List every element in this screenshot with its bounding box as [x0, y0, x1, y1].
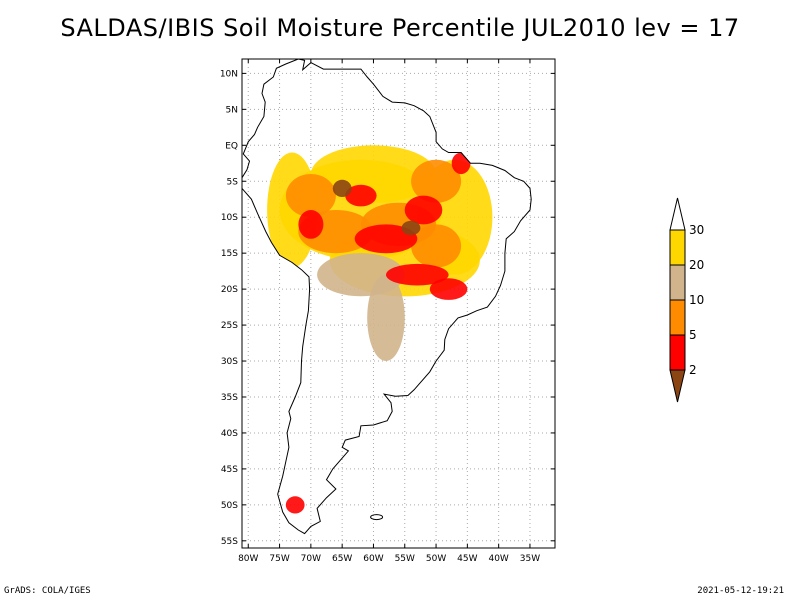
lon-tick-label: 40W	[488, 554, 508, 564]
legend-bin	[669, 264, 686, 301]
axis-ticks: 10N 5N EQ 5S 10S 15S 20S 25S 30S 35S 40S 45S 50S 55S8…	[220, 59, 555, 564]
legend-level-label: 10	[689, 293, 704, 307]
grid-lines	[242, 59, 555, 548]
shaded-region	[345, 184, 377, 207]
footer-credit: GrADS: COLA/IGES	[4, 586, 91, 596]
legend-level-label: 20	[689, 258, 704, 272]
shaded-region	[285, 174, 336, 218]
color-legend: 30 20 10 5 2	[669, 197, 704, 403]
lat-tick-label: 55S	[221, 537, 238, 547]
coastline	[242, 59, 532, 535]
legend-bin	[669, 197, 686, 231]
lat-tick-label: 45S	[221, 465, 238, 475]
shaded-region	[354, 224, 418, 254]
footer-timestamp: 2021-05-12-19:21	[697, 586, 784, 596]
continent-outline	[242, 59, 532, 535]
shaded-region	[411, 159, 462, 203]
shaded-region	[367, 274, 405, 361]
legend-bin	[669, 369, 686, 403]
soil-moisture-shading	[267, 145, 493, 514]
lon-tick-label: 70W	[301, 554, 321, 564]
shaded-region	[285, 496, 305, 514]
plot-frame	[241, 58, 556, 549]
island-outline	[370, 514, 384, 521]
lat-tick-label: 30S	[221, 357, 238, 367]
shaded-region	[298, 210, 324, 239]
lat-tick-label: 5N	[226, 105, 238, 115]
legend-level-label: 2	[689, 363, 697, 377]
map-title: SALDAS/IBIS Soil Moisture Percentile JUL…	[60, 14, 740, 42]
lat-tick-label: 10S	[221, 213, 238, 223]
lon-tick-label: 45W	[457, 554, 477, 564]
lon-tick-label: 75W	[269, 554, 289, 564]
lat-tick-label: 5S	[227, 177, 239, 187]
lat-tick-label: 20S	[221, 285, 238, 295]
shaded-region	[411, 224, 462, 268]
legend-level-label: 30	[689, 223, 704, 237]
lon-tick-label: 80W	[238, 554, 258, 564]
lat-tick-label: 35S	[221, 393, 238, 403]
legend-bin	[669, 229, 686, 266]
lat-tick-label: 10N	[220, 69, 238, 79]
legend-level-label: 5	[689, 328, 697, 342]
shaded-region	[401, 220, 421, 236]
legend-bin	[669, 299, 686, 336]
lon-tick-label: 55W	[395, 554, 415, 564]
lon-tick-label: 60W	[363, 554, 383, 564]
lat-tick-label: 15S	[221, 249, 238, 259]
shaded-region	[332, 179, 352, 197]
lon-tick-label: 65W	[332, 554, 352, 564]
lon-tick-label: 35W	[520, 554, 540, 564]
shaded-region	[386, 263, 449, 286]
lat-tick-label: 40S	[221, 429, 238, 439]
shaded-region	[404, 195, 443, 225]
shaded-region	[429, 278, 468, 300]
lat-tick-label: EQ	[225, 141, 238, 151]
lon-tick-label: 50W	[426, 554, 446, 564]
lat-tick-label: 25S	[221, 321, 238, 331]
lat-tick-label: 50S	[221, 501, 238, 511]
legend-bin	[669, 334, 686, 371]
